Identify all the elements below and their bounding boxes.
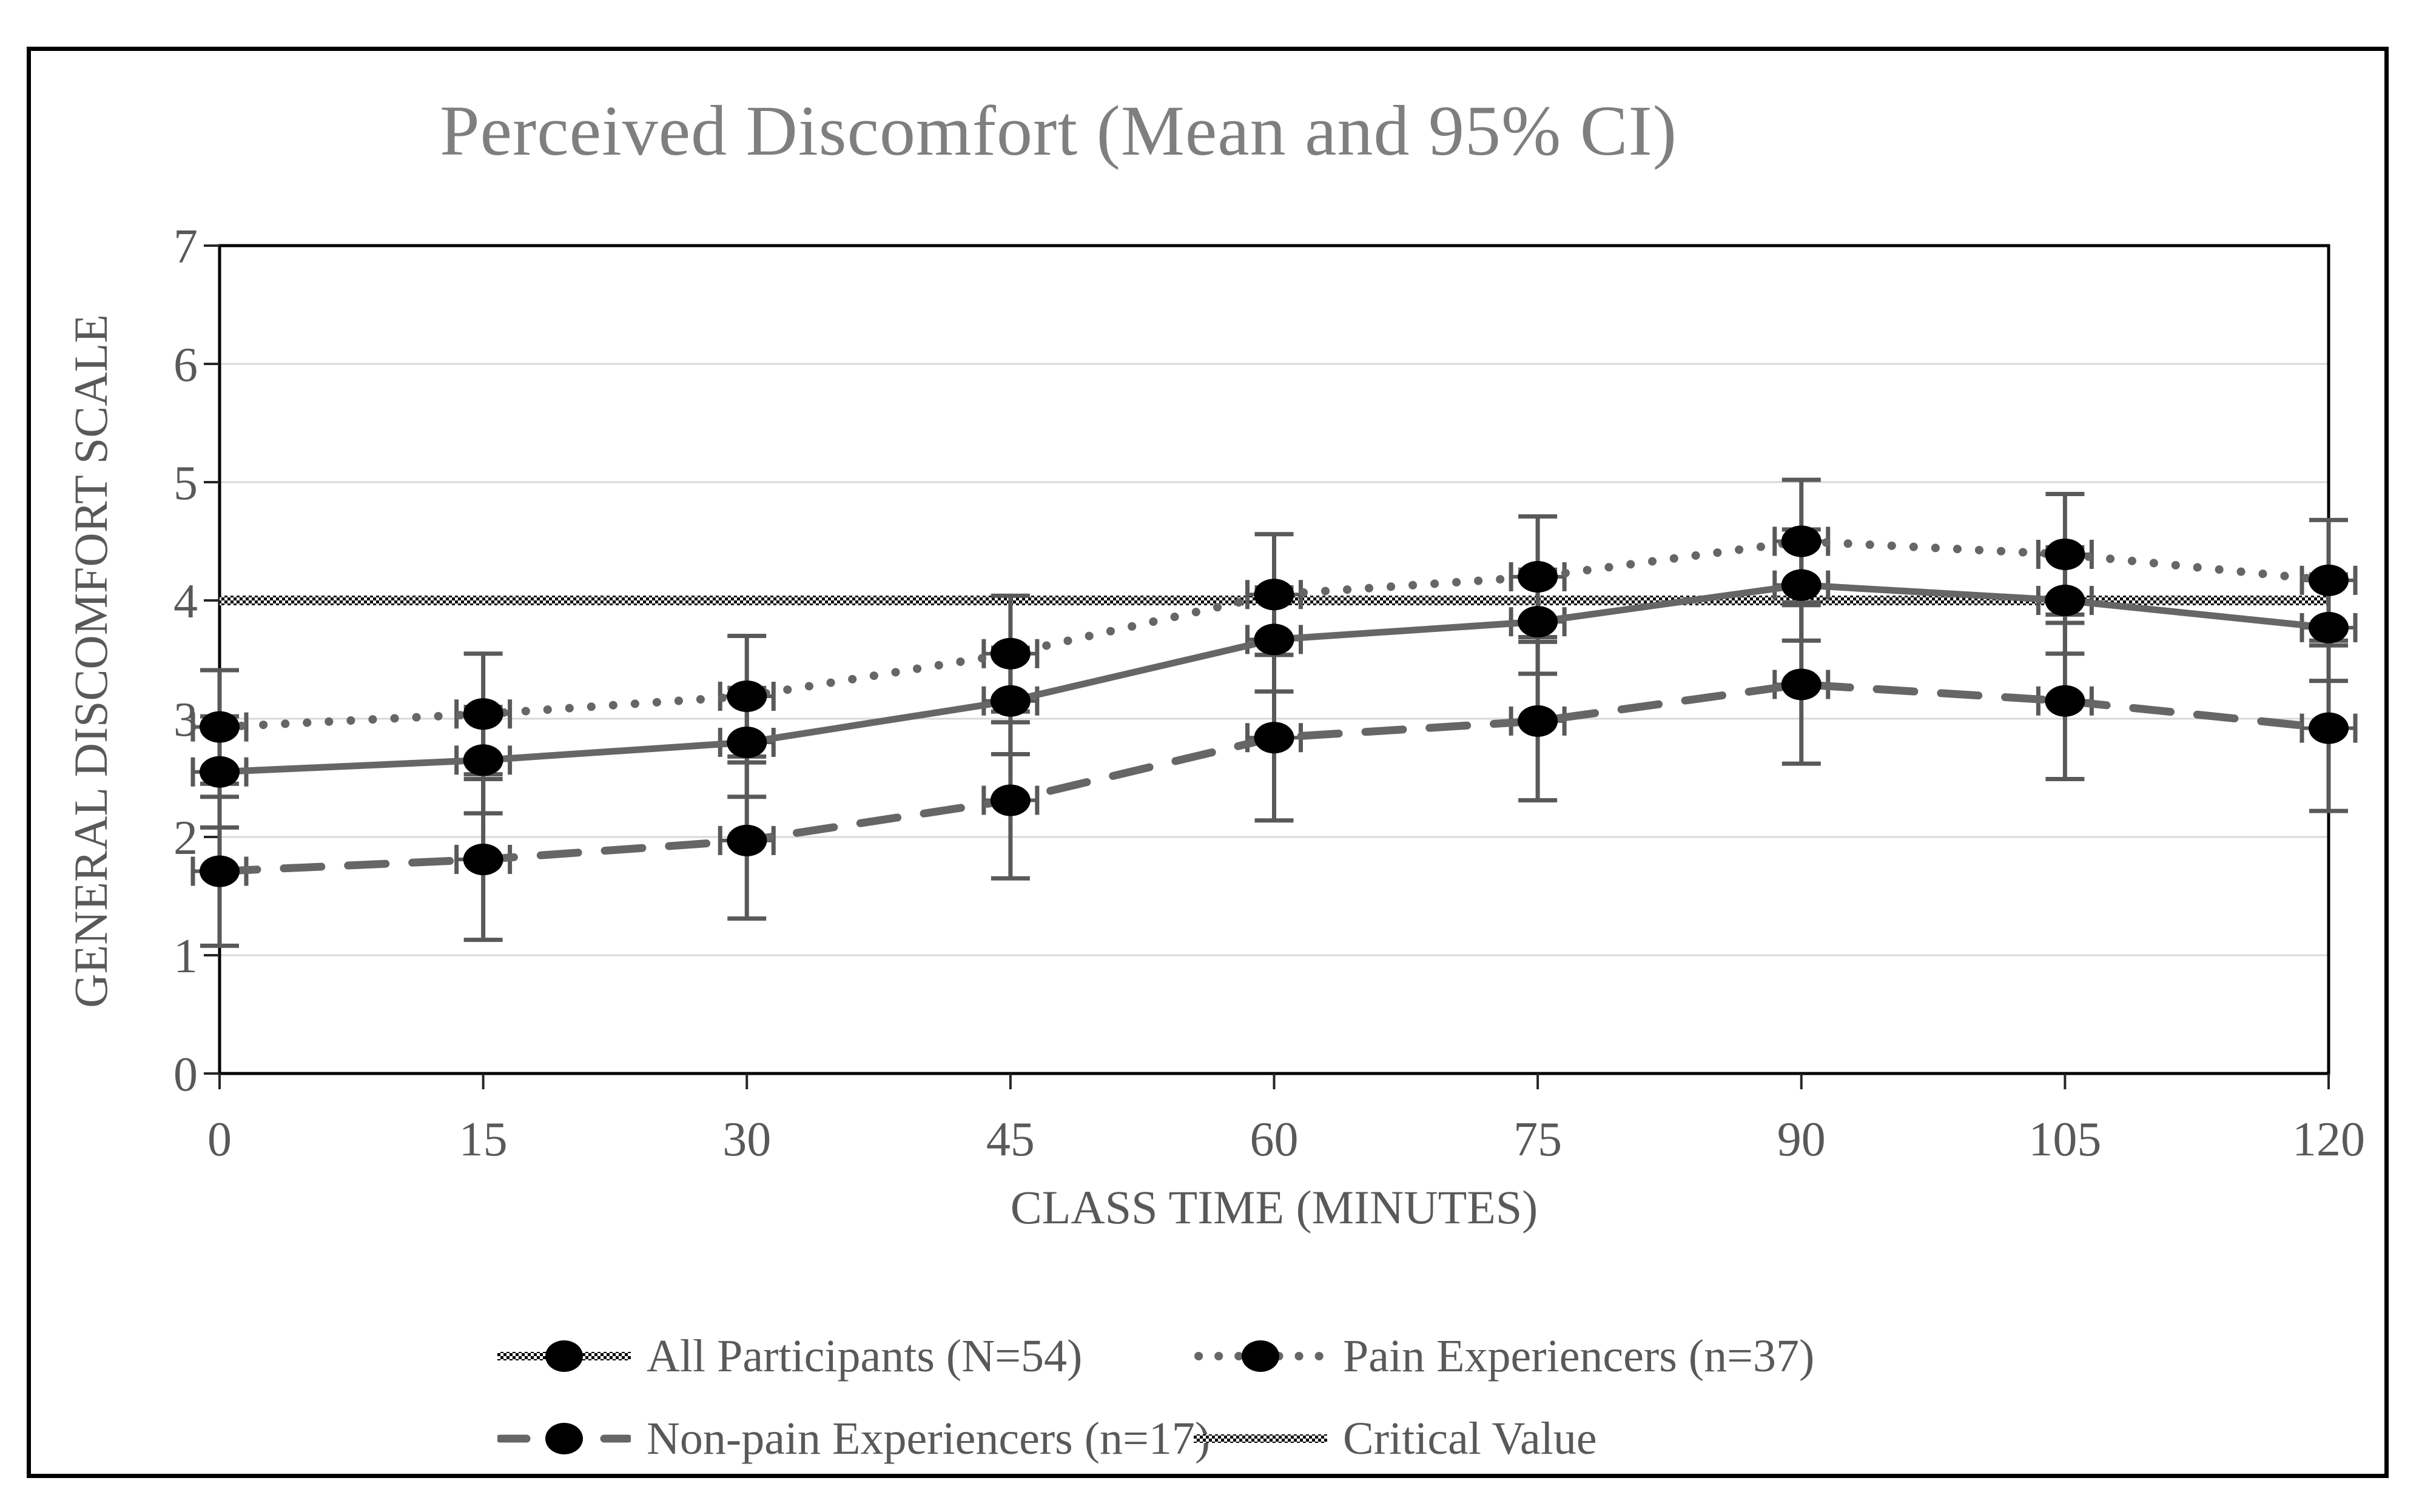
svg-text:6: 6	[173, 338, 198, 392]
legend-item-pain-experiencers: Pain Experiencers (n=37)	[1194, 1330, 1814, 1383]
svg-text:2: 2	[173, 811, 198, 865]
svg-text:1: 1	[173, 930, 198, 983]
legend-label-critical-value: Critical Value	[1343, 1413, 1597, 1464]
svg-text:105: 105	[2028, 1113, 2101, 1166]
legend-item-critical-value: Critical Value	[1194, 1413, 1814, 1465]
legend-label-all-participants: All Participants (N=54)	[647, 1330, 1083, 1382]
svg-text:5: 5	[173, 457, 198, 510]
legend-line-pain-experiencers-icon	[1194, 1340, 1327, 1372]
svg-text:75: 75	[1513, 1113, 1562, 1166]
legend-label-non-pain-experiencers: Non-pain Experiencers (n=17)	[647, 1413, 1211, 1464]
svg-text:0: 0	[173, 1048, 198, 1101]
y-axis-title: GENERAL DISCOMFORT SCALE	[64, 314, 117, 1008]
legend-item-non-pain-experiencers: Non-pain Experiencers (n=17)	[497, 1413, 1210, 1465]
x-axis-title: CLASS TIME (MINUTES)	[1010, 1181, 1538, 1234]
svg-text:90: 90	[1777, 1113, 1826, 1166]
legend-label-pain-experiencers: Pain Experiencers (n=37)	[1343, 1330, 1815, 1382]
svg-text:120: 120	[2292, 1113, 2365, 1166]
legend-item-all-participants: All Participants (N=54)	[497, 1330, 1194, 1383]
legend-line-critical-value-icon	[1194, 1434, 1327, 1443]
svg-text:15: 15	[459, 1113, 508, 1166]
svg-text:30: 30	[722, 1113, 771, 1166]
svg-text:4: 4	[173, 575, 198, 628]
legend-line-non-pain-experiencers-icon	[497, 1423, 631, 1454]
chart-title: Perceived Discomfort (Mean and 95% CI)	[439, 91, 1678, 170]
svg-text:60: 60	[1250, 1113, 1299, 1166]
svg-text:7: 7	[173, 220, 198, 274]
legend: All Participants (N=54) Pain Experiencer…	[497, 1315, 1814, 1480]
svg-text:0: 0	[207, 1113, 232, 1166]
legend-line-all-participants-icon	[497, 1340, 631, 1372]
svg-text:45: 45	[986, 1113, 1035, 1166]
